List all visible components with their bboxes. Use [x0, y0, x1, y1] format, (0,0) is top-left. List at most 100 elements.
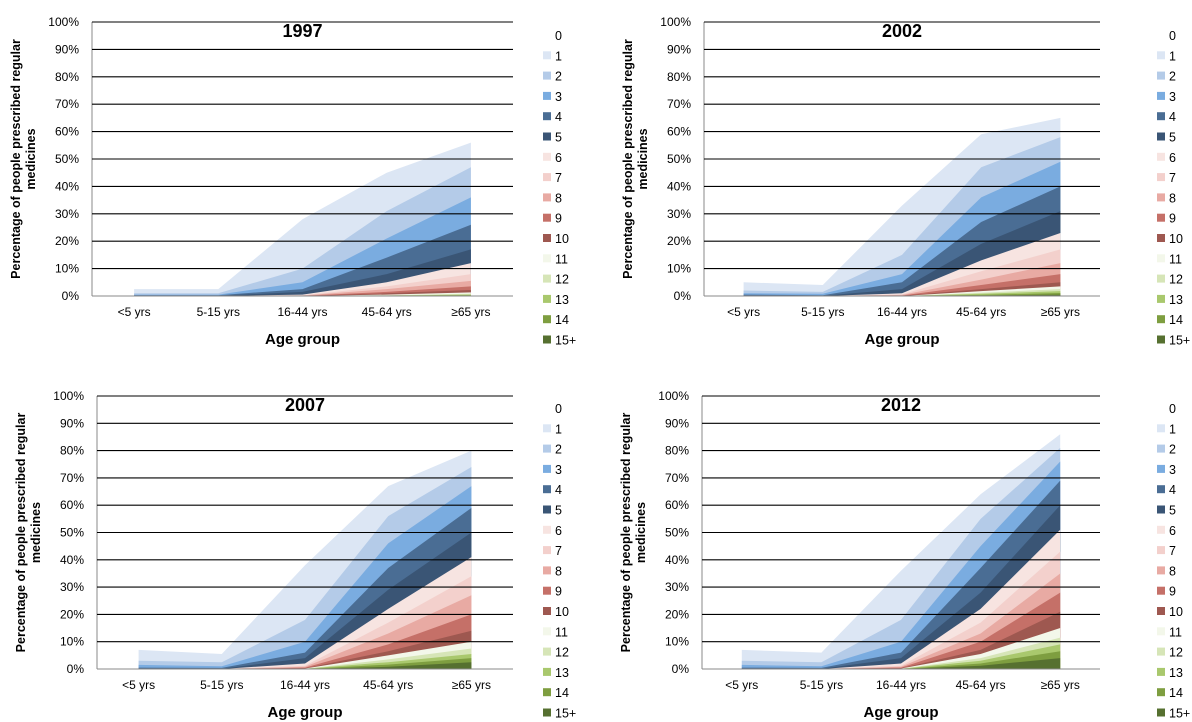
legend-label-12: 12: [555, 646, 569, 660]
x-axis-title: Age group: [265, 331, 340, 348]
x-axis-title: Age group: [865, 331, 940, 348]
legend-swatch-14: [543, 688, 551, 697]
area-14: [138, 658, 472, 669]
legend-label-7: 7: [555, 544, 562, 558]
area-layers: [741, 434, 1061, 669]
y-axis-title: Percentage of people prescribed regularm…: [619, 413, 648, 653]
y-axis-title-line: Percentage of people prescribed regular: [619, 413, 633, 653]
legend-label-0: 0: [555, 29, 562, 43]
area-13: [743, 291, 1061, 296]
y-tick-label: 100%: [53, 389, 84, 403]
legend-swatch-14: [1157, 315, 1165, 324]
chart-panel-2002: 0% 10% 20% 30% 40% 50% 60% 70% 80% 90% 100% <5 yrs 5…: [621, 15, 1190, 348]
legend-swatch-9: [543, 586, 551, 595]
y-tick-label: 80%: [665, 444, 689, 458]
y-tick-label: 90%: [60, 416, 84, 430]
x-tick-label: 16-44 yrs: [280, 678, 330, 692]
legend-label-7: 7: [1169, 171, 1176, 185]
legend-label-6: 6: [1169, 151, 1176, 165]
y-tick-label: 60%: [60, 498, 84, 512]
area-14: [741, 651, 1061, 669]
y-tick-label: 0%: [674, 289, 692, 303]
chart-panel-2007: 0% 10% 20% 30% 40% 50% 60% 70% 80% 90% 100% <5 yrs 5…: [14, 389, 576, 721]
x-tick-label: 16-44 yrs: [277, 305, 327, 319]
y-tick-label: 0%: [672, 662, 690, 676]
y-axis-title-line: medicines: [636, 128, 650, 189]
legend-swatch-7: [1157, 173, 1165, 182]
legend-label-8: 8: [1169, 191, 1176, 205]
legend-label-3: 3: [1169, 463, 1176, 477]
legend-label-14: 14: [555, 313, 569, 327]
legend-swatch-13: [543, 294, 551, 303]
legend-swatch-3: [543, 91, 551, 100]
y-tick-label: 70%: [665, 471, 689, 485]
y-axis-title-line: medicines: [24, 128, 38, 189]
legend-label-11: 11: [555, 252, 568, 266]
legend-swatch-12: [543, 274, 551, 283]
area-12: [134, 293, 471, 296]
x-tick-label: 5-15 yrs: [800, 678, 843, 692]
legend-swatch-2: [543, 444, 551, 453]
area-15+: [741, 658, 1061, 669]
x-tick-label: 45-64 yrs: [363, 678, 413, 692]
x-axis-title: Age group: [268, 704, 343, 721]
legend-swatch-9: [1157, 586, 1165, 595]
y-axis-title: Percentage of people prescribed regularm…: [14, 413, 43, 653]
legend-label-14: 14: [1169, 313, 1183, 327]
y-tick-label: 70%: [667, 97, 691, 111]
y-tick-label: 30%: [55, 207, 79, 221]
legend-label-5: 5: [1169, 504, 1176, 518]
legend-swatch-7: [543, 173, 551, 182]
x-tick-label: 16-44 yrs: [877, 305, 927, 319]
legend-swatch-15+: [1157, 708, 1165, 717]
panel-title: 2007: [285, 395, 325, 415]
y-tick-label: 30%: [665, 580, 689, 594]
legend-label-8: 8: [555, 191, 562, 205]
y-tick-label: 40%: [55, 179, 79, 193]
legend-swatch-11: [1157, 254, 1165, 263]
y-tick-label: 20%: [60, 607, 84, 621]
panel-title: 1997: [282, 21, 322, 41]
y-tick-label: 40%: [665, 553, 689, 567]
legend-swatch-6: [1157, 152, 1165, 161]
legend-swatch-4: [543, 112, 551, 121]
x-tick-label: 45-64 yrs: [956, 678, 1006, 692]
legend-label-6: 6: [555, 151, 562, 165]
y-tick-label: 0%: [67, 662, 85, 676]
legend-swatch-8: [543, 566, 551, 575]
legend-swatch-6: [1157, 525, 1165, 534]
legend-label-2: 2: [555, 443, 562, 457]
legend-label-0: 0: [555, 402, 562, 416]
panel-title: 2012: [881, 395, 921, 415]
legend-label-1: 1: [555, 422, 562, 436]
legend-label-5: 5: [1169, 131, 1176, 145]
legend-label-4: 4: [555, 110, 562, 124]
legend-swatch-10: [543, 234, 551, 242]
chart-panel-2012: 0% 10% 20% 30% 40% 50% 60% 70% 80% 90% 100% <5 yrs 5…: [619, 389, 1190, 721]
x-tick-label: 16-44 yrs: [876, 678, 926, 692]
legend-label-11: 11: [1169, 252, 1182, 266]
legend-swatch-10: [543, 607, 551, 615]
y-tick-label: 10%: [667, 262, 691, 276]
y-tick-label: 60%: [667, 125, 691, 139]
y-tick-label: 20%: [665, 607, 689, 621]
y-tick-label: 50%: [60, 526, 84, 540]
x-tick-label: 45-64 yrs: [362, 305, 412, 319]
legend-swatch-5: [1157, 132, 1165, 141]
legend-label-10: 10: [1169, 232, 1183, 246]
y-axis-title: Percentage of people prescribed regularm…: [9, 39, 38, 279]
legend-label-12: 12: [1169, 646, 1183, 660]
legend-swatch-15+: [543, 708, 551, 717]
legend-swatch-15+: [543, 335, 551, 344]
y-axis-title-line: medicines: [29, 502, 43, 563]
x-tick-label: ≥65 yrs: [451, 305, 490, 319]
legend-label-1: 1: [1169, 49, 1176, 63]
legend-swatch-2: [543, 71, 551, 80]
legend-swatch-13: [1157, 294, 1165, 303]
y-tick-label: 30%: [667, 207, 691, 221]
y-tick-label: 80%: [60, 444, 84, 458]
legend-swatch-12: [1157, 647, 1165, 656]
y-tick-label: 90%: [667, 42, 691, 56]
